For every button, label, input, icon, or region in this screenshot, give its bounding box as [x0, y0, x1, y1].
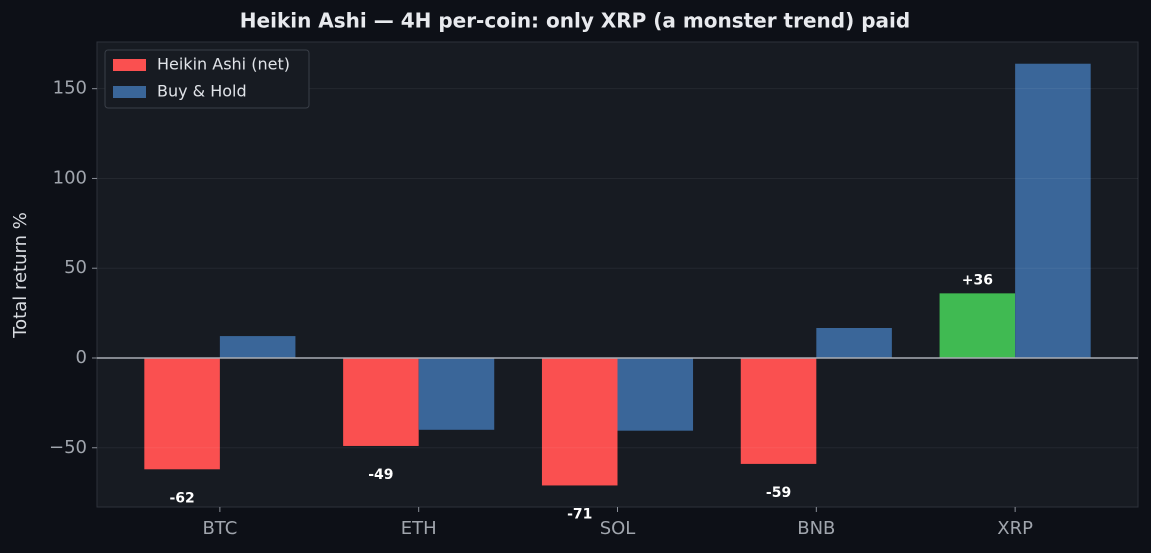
x-tick-label: XRP	[997, 518, 1033, 539]
y-tick-label: 100	[53, 167, 87, 188]
legend-box	[104, 49, 310, 109]
bar	[541, 357, 618, 486]
y-tick-label: −50	[49, 437, 87, 458]
y-tick-label: 0	[76, 347, 87, 368]
x-tick-label: ETH	[401, 518, 437, 539]
chart-title: Heikin Ashi — 4H per-coin: only XRP (a m…	[240, 9, 910, 33]
bar	[1015, 63, 1091, 358]
x-tick-label: BTC	[202, 518, 237, 539]
bar	[144, 357, 220, 470]
bar	[816, 328, 892, 358]
bar	[740, 357, 817, 464]
data-label: -59	[766, 485, 791, 501]
legend-swatch	[113, 59, 146, 71]
data-label: -71	[567, 506, 592, 522]
bar	[939, 293, 1016, 358]
y-axis-label: Total return %	[10, 212, 31, 339]
bar	[219, 336, 296, 358]
bar	[418, 357, 495, 430]
bar	[617, 357, 694, 431]
bar	[343, 357, 419, 446]
x-tick-label: SOL	[600, 518, 636, 539]
legend-label: Buy & Hold	[157, 82, 247, 101]
x-tick-label: BNB	[797, 518, 835, 539]
legend-swatch	[113, 86, 146, 98]
data-label: -62	[169, 490, 194, 506]
y-tick-label: 50	[64, 257, 87, 278]
data-label: +36	[962, 272, 993, 288]
legend-label: Heikin Ashi (net)	[157, 55, 290, 74]
y-tick-label: 150	[53, 78, 87, 99]
data-label: -49	[368, 467, 393, 483]
